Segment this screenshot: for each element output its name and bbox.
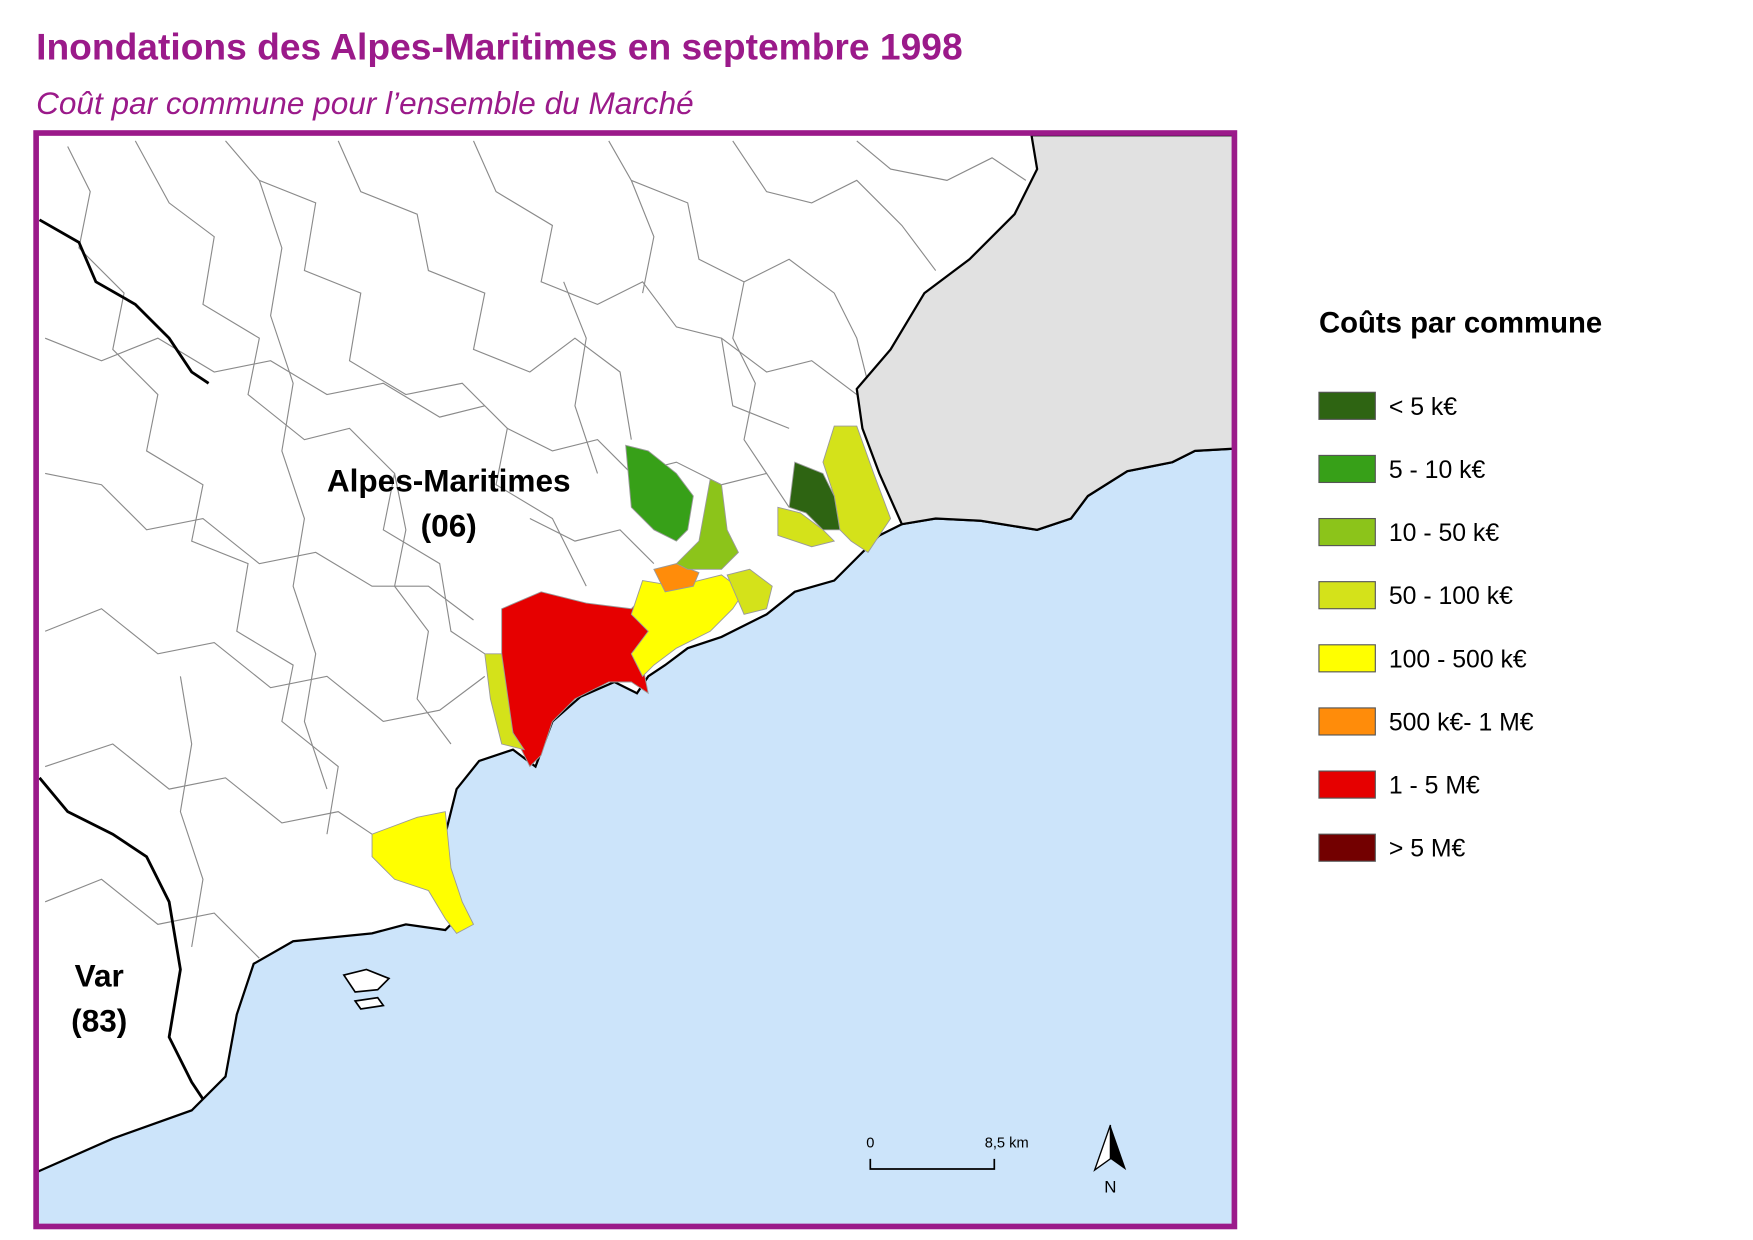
map-label: Var [75, 957, 124, 993]
subtitle: Coût par commune pour l’ensemble du Marc… [36, 85, 694, 121]
legend-label: 1 - 5 M€ [1389, 773, 1480, 800]
legend-label: 500 k€- 1 M€ [1389, 709, 1534, 736]
map-frame [33, 130, 1238, 1230]
commune [371, 811, 475, 934]
legend-swatch [1318, 454, 1376, 484]
department-boundary [38, 218, 210, 385]
scale-bar: 0 8,5 km [866, 1136, 1029, 1170]
commune [675, 478, 739, 570]
legend-swatch [1318, 833, 1376, 862]
map-label: (06) [421, 508, 477, 544]
legend-label: 5 - 10 k€ [1389, 457, 1486, 484]
title: Inondations des Alpes-Maritimes en septe… [36, 26, 963, 68]
commune [630, 574, 745, 678]
legend-label: < 5 k€ [1389, 394, 1457, 421]
commune [777, 506, 836, 548]
commune [625, 444, 694, 542]
commune [788, 461, 841, 531]
scale-label: 0 [866, 1136, 874, 1152]
map-label: Alpes-Maritimes [327, 462, 571, 498]
map-label: (83) [71, 1002, 127, 1038]
commune-boundaries [44, 140, 1027, 959]
commune [484, 653, 526, 751]
island [353, 996, 385, 1010]
legend-label: > 5 M€ [1389, 836, 1466, 863]
legend-swatch [1318, 391, 1376, 420]
commune [726, 568, 773, 615]
legend-swatch [1318, 707, 1376, 736]
legend-label: 100 - 500 k€ [1389, 646, 1527, 673]
legend-swatch [1318, 581, 1376, 610]
commune [653, 563, 700, 593]
map: Alpes-Maritimes (06) Var (83) 0 8,5 km N [33, 130, 1238, 1230]
department-boundary [38, 776, 216, 1117]
italy [855, 134, 1236, 531]
legend: Coûts par commune < 5 k€ 5 - 10 k€ 10 - 50… [1318, 307, 1602, 863]
commune [822, 425, 892, 553]
island [342, 968, 391, 993]
scale-label: 8,5 km [985, 1136, 1029, 1152]
legend-swatch [1318, 644, 1376, 673]
legend-title: Coûts par commune [1319, 307, 1602, 340]
legend-swatch [1318, 517, 1376, 547]
legend-label: 10 - 50 k€ [1389, 520, 1499, 547]
legend-swatch [1318, 770, 1376, 799]
colored-communes [371, 425, 892, 934]
legend-label: 50 - 100 k€ [1389, 583, 1513, 610]
north-label: N [1104, 1178, 1116, 1197]
commune [501, 590, 655, 768]
